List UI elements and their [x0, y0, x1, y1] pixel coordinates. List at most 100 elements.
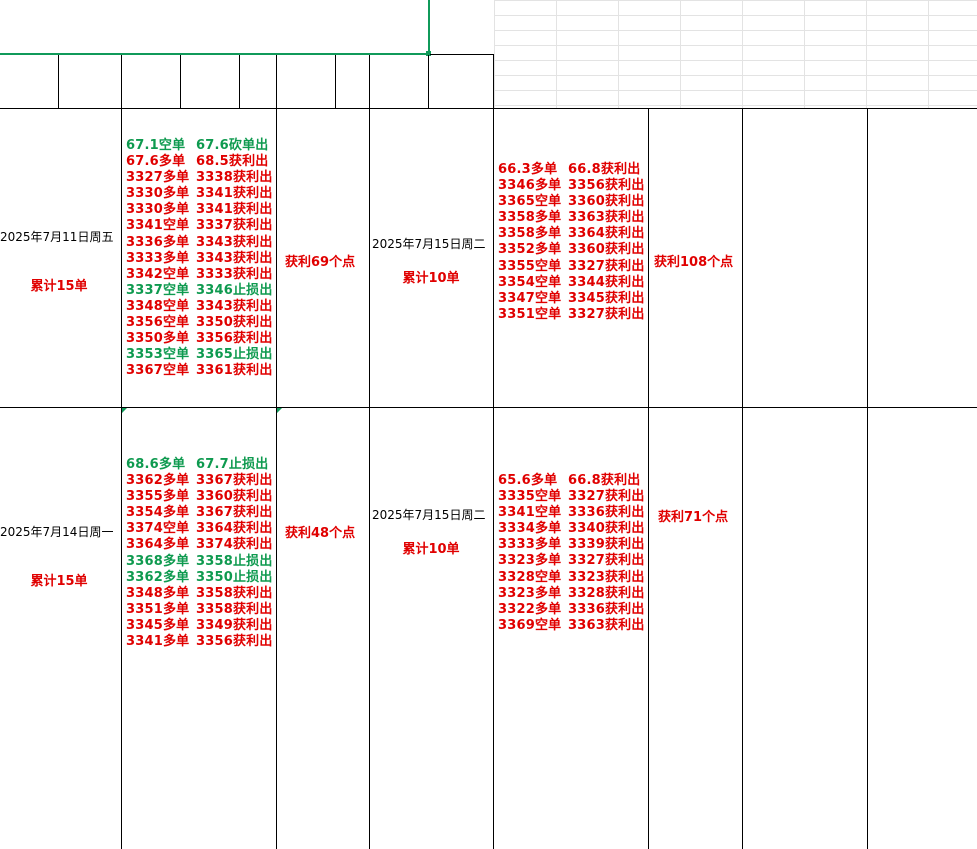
- profit-cell[interactable]: 获利71个点: [658, 510, 729, 525]
- selection-border-right: [428, 0, 430, 55]
- trade-row: 68.6多单 67.7止损出: [126, 457, 273, 473]
- trade-row: 3330多单 3341获利出: [126, 202, 273, 218]
- trade-row: 3333多单 3343获利出: [126, 251, 273, 267]
- trade-open: 3347空单: [498, 290, 562, 306]
- trade-list[interactable]: 67.1空单 67.6砍单出 67.6多单 68.5获利出 3327多单 3338获利…: [126, 138, 273, 379]
- trade-open: 3346多单: [498, 178, 562, 194]
- trade-open: 3327多单: [126, 170, 190, 186]
- trade-close: 3346止损出: [196, 282, 273, 298]
- trade-open: 3345多单: [126, 617, 190, 633]
- trade-row: 3352多单 3360获利出: [498, 242, 645, 258]
- trade-open: 3330多单: [126, 202, 190, 218]
- trade-open: 3335空单: [498, 489, 562, 505]
- trade-close: 3343获利出: [196, 298, 273, 314]
- date-cell[interactable]: 2025年7月14日周一: [0, 525, 114, 539]
- trade-row: 3351空单 3327获利出: [498, 307, 645, 323]
- total-orders-cell[interactable]: 累计10单: [402, 271, 460, 286]
- trade-close: 3367获利出: [196, 473, 273, 489]
- trade-row: 3369空单 3363获利出: [498, 618, 645, 634]
- trade-row: 3323多单 3328获利出: [498, 586, 645, 602]
- trade-open: 3334多单: [498, 521, 562, 537]
- fill-handle[interactable]: [426, 51, 431, 56]
- trade-row: 67.1空单 67.6砍单出: [126, 138, 273, 154]
- trade-open: 3341多单: [126, 634, 190, 650]
- trade-row: 3354空单 3344获利出: [498, 275, 645, 291]
- trade-close: 3340获利出: [568, 521, 645, 537]
- trade-row: 3335空单 3327获利出: [498, 489, 645, 505]
- trade-close: 3336获利出: [568, 505, 645, 521]
- date-cell[interactable]: 2025年7月15日周二: [372, 508, 486, 522]
- trade-list[interactable]: 68.6多单 67.7止损出 3362多单 3367获利出 3355多单 3360获利…: [126, 457, 273, 650]
- trade-row: 3358多单 3363获利出: [498, 210, 645, 226]
- trade-row: 3322多单 3336获利出: [498, 602, 645, 618]
- trade-close: 66.8获利出: [568, 162, 641, 177]
- header-divider: [121, 55, 122, 108]
- trade-row: 3353空单 3365止损出: [126, 347, 273, 363]
- selected-range-area[interactable]: [0, 0, 430, 54]
- trade-close: 3345获利出: [568, 290, 645, 306]
- trade-row: 3355多单 3360获利出: [126, 489, 273, 505]
- trade-row: 3337空单 3346止损出: [126, 283, 273, 299]
- trade-row: 3341多单 3356获利出: [126, 634, 273, 650]
- trade-row: 3350多单 3356获利出: [126, 331, 273, 347]
- trade-row: 3336多单 3343获利出: [126, 235, 273, 251]
- trade-row: 3347空单 3345获利出: [498, 291, 645, 307]
- trade-close: 3365止损出: [196, 347, 273, 363]
- profit-cell[interactable]: 获利108个点: [654, 255, 734, 270]
- trade-row: 3346多单 3356获利出: [498, 178, 645, 194]
- trade-open: 3369空单: [498, 617, 562, 633]
- trade-row: 3345多单 3349获利出: [126, 618, 273, 634]
- trade-open: 3367空单: [126, 363, 190, 379]
- header-divider: [58, 55, 59, 108]
- trade-row: 3368多单 3358止损出: [126, 554, 273, 570]
- trade-close: 3358获利出: [196, 601, 273, 617]
- trade-open: 3362多单: [126, 569, 190, 585]
- total-orders-cell[interactable]: 累计10单: [402, 542, 460, 557]
- trade-close: 3328获利出: [568, 585, 645, 601]
- trade-open: 3358多单: [498, 226, 562, 242]
- trade-open: 3362多单: [126, 473, 190, 489]
- trade-close: 3344获利出: [568, 274, 645, 290]
- trade-close: 3323获利出: [568, 569, 645, 585]
- trade-close: 67.7止损出: [196, 457, 269, 472]
- profit-cell[interactable]: 获利69个点: [285, 255, 356, 270]
- trade-close: 3358止损出: [196, 553, 273, 569]
- trade-row: 3323多单 3327获利出: [498, 553, 645, 569]
- trade-open: 3333多单: [498, 537, 562, 553]
- trade-open: 3356空单: [126, 315, 190, 331]
- trade-row: 3358多单 3364获利出: [498, 226, 645, 242]
- trade-close: 3338获利出: [196, 170, 273, 186]
- trade-close: 3350止损出: [196, 569, 273, 585]
- total-orders-cell[interactable]: 累计15单: [30, 574, 88, 589]
- trade-close: 3363获利出: [568, 210, 645, 226]
- trade-open: 3337空单: [126, 282, 190, 298]
- trade-row: 3341空单 3337获利出: [126, 218, 273, 234]
- trade-close: 3356获利出: [568, 178, 645, 194]
- trade-open: 3353空单: [126, 347, 190, 363]
- date-cell[interactable]: 2025年7月15日周二: [372, 237, 486, 251]
- trade-open: 3354多单: [126, 505, 190, 521]
- trade-list[interactable]: 66.3多单 66.8获利出 3346多单 3356获利出 3365空单 3360获利…: [498, 162, 645, 323]
- date-cell[interactable]: 2025年7月11日周五: [0, 230, 114, 244]
- trade-open: 3364多单: [126, 537, 190, 553]
- trade-open: 3341空单: [126, 218, 190, 234]
- trade-list[interactable]: 65.6多单 66.8获利出 3335空单 3327获利出 3341空单 3336获利…: [498, 473, 645, 634]
- trade-open: 3352多单: [498, 242, 562, 258]
- trade-open: 3350多单: [126, 331, 190, 347]
- header-divider: [239, 55, 240, 108]
- trade-open: 3365空单: [498, 194, 562, 210]
- trade-close: 3336获利出: [568, 601, 645, 617]
- trade-row: 65.6多单 66.8获利出: [498, 473, 645, 489]
- trade-row: 3364多单 3374获利出: [126, 537, 273, 553]
- trade-open: 3355多单: [126, 489, 190, 505]
- trade-open: 3323多单: [498, 585, 562, 601]
- trade-row: 3354多单 3367获利出: [126, 505, 273, 521]
- cell-indicator-icon: [277, 408, 282, 413]
- row-border: [0, 108, 977, 109]
- trade-row: 3342空单 3333获利出: [126, 267, 273, 283]
- trade-close: 3341获利出: [196, 186, 273, 202]
- profit-cell[interactable]: 获利48个点: [285, 526, 356, 541]
- column-border: [276, 108, 277, 849]
- trade-open: 3322多单: [498, 601, 562, 617]
- total-orders-cell[interactable]: 累计15单: [30, 279, 88, 294]
